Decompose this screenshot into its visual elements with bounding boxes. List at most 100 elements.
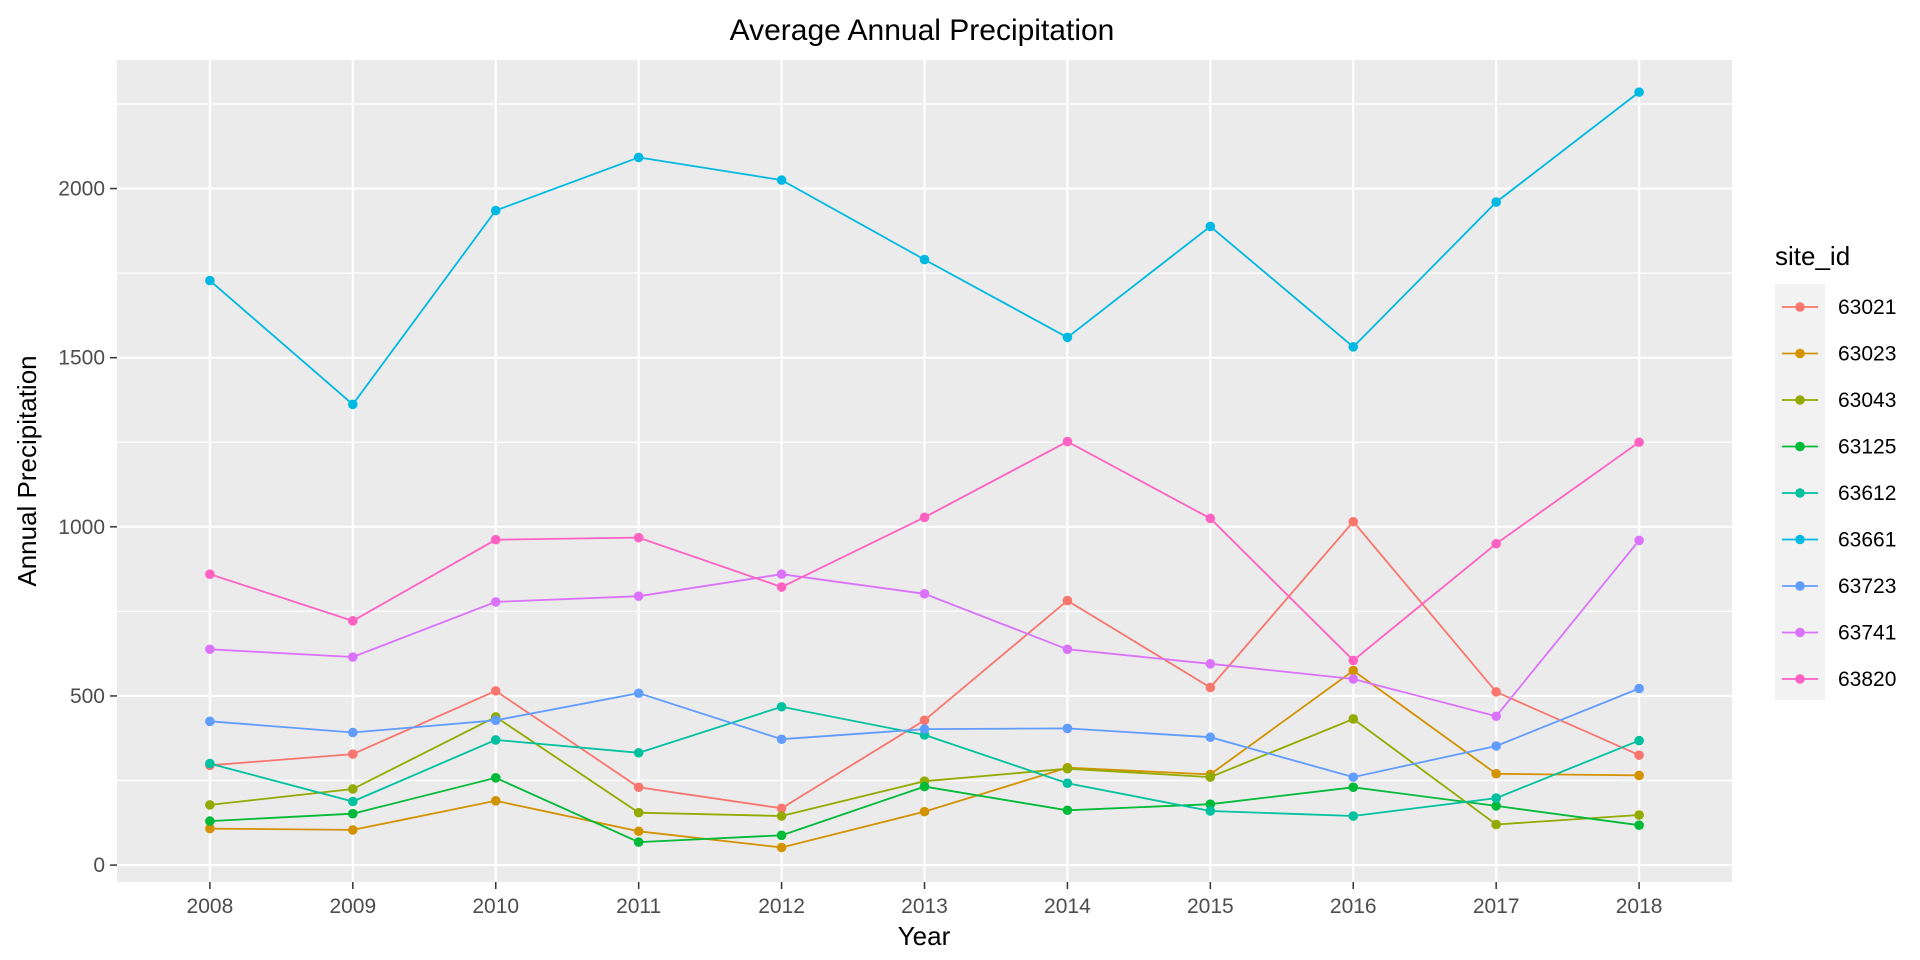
data-point-63043-2016 bbox=[1348, 714, 1359, 724]
legend-key-point-63023 bbox=[1795, 348, 1805, 359]
legend-key-point-63043 bbox=[1795, 395, 1805, 405]
data-point-63125-2013 bbox=[919, 781, 930, 792]
data-point-63741-2013 bbox=[919, 588, 930, 599]
y-tick-label: 0 bbox=[93, 854, 105, 877]
data-point-63043-2012 bbox=[776, 811, 787, 821]
data-point-63612-2015 bbox=[1205, 806, 1216, 816]
legend-label-63612: 63612 bbox=[1838, 482, 1896, 505]
data-point-63125-2017 bbox=[1491, 801, 1501, 811]
data-point-63023-2008 bbox=[205, 823, 215, 834]
data-point-63820-2012 bbox=[776, 582, 787, 592]
y-tick-label: 500 bbox=[70, 685, 105, 708]
data-point-63125-2018 bbox=[1634, 820, 1644, 830]
data-point-63741-2009 bbox=[348, 652, 358, 662]
legend-key-point-63661 bbox=[1795, 534, 1805, 545]
legend-label-63820: 63820 bbox=[1838, 668, 1896, 691]
data-point-63612-2012 bbox=[776, 701, 787, 712]
x-tick-label: 2015 bbox=[1187, 895, 1234, 918]
data-point-63741-2016 bbox=[1348, 674, 1359, 684]
y-tick-label: 1500 bbox=[58, 347, 105, 370]
data-point-63021-2014 bbox=[1062, 595, 1073, 606]
data-point-63741-2017 bbox=[1491, 711, 1501, 722]
data-point-63661-2016 bbox=[1348, 342, 1359, 352]
data-point-63021-2012 bbox=[776, 803, 787, 814]
data-point-63125-2016 bbox=[1348, 782, 1359, 793]
data-point-63723-2016 bbox=[1348, 772, 1359, 782]
data-point-63661-2013 bbox=[919, 254, 930, 265]
data-point-63125-2015 bbox=[1205, 799, 1216, 809]
data-point-63820-2013 bbox=[919, 512, 930, 523]
y-axis-title: Annual Precipitation bbox=[12, 355, 42, 586]
y-axis: 0 500 1000 1500 2000 bbox=[58, 178, 117, 877]
data-point-63723-2017 bbox=[1491, 741, 1501, 751]
data-point-63021-2010 bbox=[490, 686, 501, 696]
series-layer bbox=[205, 87, 1644, 853]
x-tick-label: 2010 bbox=[472, 895, 519, 918]
data-point-63723-2018 bbox=[1634, 683, 1644, 694]
legend-label-63723: 63723 bbox=[1838, 575, 1896, 598]
x-tick-label: 2008 bbox=[187, 895, 234, 918]
data-point-63723-2009 bbox=[348, 727, 358, 738]
data-point-63043-2017 bbox=[1491, 819, 1501, 830]
data-point-63043-2018 bbox=[1634, 810, 1644, 820]
legend-label-63125: 63125 bbox=[1838, 436, 1896, 459]
data-point-63043-2008 bbox=[205, 800, 215, 810]
legend-label-63741: 63741 bbox=[1838, 622, 1896, 645]
x-tick-label: 2018 bbox=[1616, 895, 1663, 918]
data-point-63723-2015 bbox=[1205, 732, 1216, 743]
legend-key-point-63612 bbox=[1795, 488, 1805, 498]
data-point-63612-2008 bbox=[205, 758, 215, 769]
data-point-63741-2015 bbox=[1205, 659, 1216, 669]
data-point-63741-2010 bbox=[490, 597, 501, 607]
legend-label-63043: 63043 bbox=[1838, 389, 1896, 412]
legend-key-point-63723 bbox=[1795, 581, 1805, 591]
data-point-63661-2008 bbox=[205, 275, 215, 286]
data-point-63661-2015 bbox=[1205, 221, 1216, 232]
data-point-63043-2011 bbox=[633, 807, 644, 818]
data-point-63820-2015 bbox=[1205, 513, 1216, 524]
chart-title: Average Annual Precipitation bbox=[730, 14, 1115, 47]
x-tick-label: 2017 bbox=[1473, 895, 1520, 918]
data-point-63125-2014 bbox=[1062, 805, 1073, 816]
data-point-63820-2011 bbox=[633, 532, 644, 543]
data-point-63661-2009 bbox=[348, 399, 358, 410]
data-point-63723-2014 bbox=[1062, 723, 1073, 734]
data-point-63021-2018 bbox=[1634, 750, 1644, 760]
data-point-63043-2014 bbox=[1062, 763, 1073, 774]
data-point-63820-2008 bbox=[205, 569, 215, 579]
data-point-63612-2018 bbox=[1634, 735, 1644, 746]
data-point-63741-2008 bbox=[205, 644, 215, 655]
data-point-63125-2009 bbox=[348, 808, 358, 819]
data-point-63021-2017 bbox=[1491, 687, 1501, 697]
x-tick-label: 2011 bbox=[616, 895, 661, 918]
data-point-63820-2018 bbox=[1634, 437, 1644, 448]
data-point-63023-2017 bbox=[1491, 768, 1501, 779]
data-point-63661-2017 bbox=[1491, 197, 1501, 207]
x-tick-label: 2013 bbox=[901, 895, 948, 918]
data-point-63612-2017 bbox=[1491, 793, 1501, 803]
data-point-63723-2011 bbox=[633, 688, 644, 699]
data-point-63021-2009 bbox=[348, 749, 358, 759]
data-point-63021-2016 bbox=[1348, 516, 1359, 527]
legend-key-point-63021 bbox=[1795, 302, 1805, 312]
legend-key-point-63820 bbox=[1795, 674, 1805, 684]
data-point-63612-2014 bbox=[1062, 778, 1073, 789]
data-point-63043-2015 bbox=[1205, 772, 1216, 782]
data-point-63723-2013 bbox=[919, 724, 930, 734]
x-tick-label: 2014 bbox=[1044, 895, 1091, 918]
data-point-63023-2010 bbox=[490, 796, 501, 806]
data-point-63820-2010 bbox=[490, 534, 501, 545]
data-point-63125-2008 bbox=[205, 816, 215, 826]
data-point-63023-2012 bbox=[776, 842, 787, 853]
data-point-63125-2011 bbox=[633, 837, 644, 847]
data-point-63023-2018 bbox=[1634, 770, 1644, 781]
x-tick-label: 2016 bbox=[1330, 895, 1377, 918]
legend-key-point-63741 bbox=[1795, 627, 1805, 638]
x-tick-label: 2009 bbox=[329, 895, 376, 918]
data-point-63021-2013 bbox=[919, 715, 930, 726]
data-point-63043-2009 bbox=[348, 784, 358, 794]
data-point-63820-2016 bbox=[1348, 655, 1359, 666]
legend-label-63023: 63023 bbox=[1838, 343, 1896, 366]
data-point-63741-2018 bbox=[1634, 535, 1644, 546]
